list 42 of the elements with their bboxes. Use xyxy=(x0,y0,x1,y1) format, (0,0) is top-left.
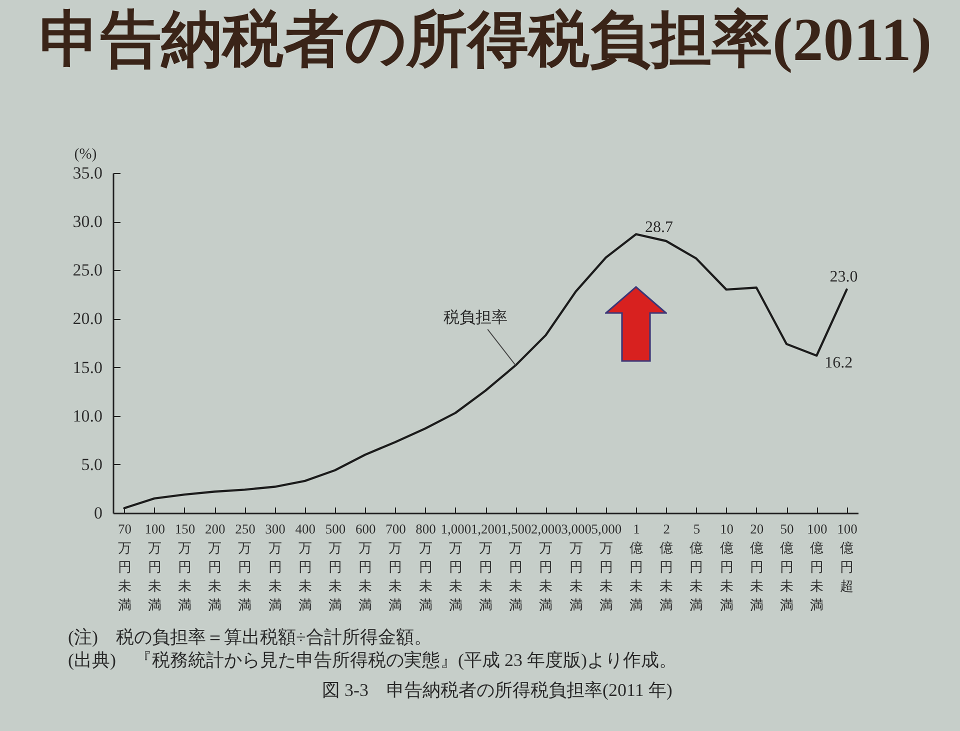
data-label: 16.2 xyxy=(824,354,853,372)
x-tick-label: 1,200万円未満 xyxy=(470,522,502,612)
x-tick-label: 20億円未満 xyxy=(750,522,764,612)
x-tick-label: 2億円未満 xyxy=(660,522,674,612)
x-tick-label: 150万円未満 xyxy=(174,522,196,612)
caption: 図 3-3 申告納税者の所得税負担率(2011 年) xyxy=(322,679,672,701)
text: 税負担率 xyxy=(444,308,508,326)
data-label: 28.7 xyxy=(645,219,674,236)
x-tick-label: 1,000万円未満 xyxy=(440,522,472,612)
x-tick-label: 70万円未満 xyxy=(118,522,132,612)
x-tick-label: 400万円未満 xyxy=(295,522,316,612)
x-tick-label: 600万円未満 xyxy=(355,522,376,612)
y-tick-label: 10.0 xyxy=(72,406,102,426)
y-tick-label: 0 xyxy=(94,504,102,522)
x-tick-label: 500万円未満 xyxy=(325,522,346,612)
y-tick-label: 25.0 xyxy=(72,260,102,280)
x-tick-label: 700万円未満 xyxy=(386,522,406,612)
x-tick-label: 10億円未満 xyxy=(720,522,734,612)
x-tick-label: 100億円未満 xyxy=(806,522,828,612)
x-tick-label: 800万円未満 xyxy=(416,522,436,612)
x-tick-label: 5,000万円未満 xyxy=(591,522,622,612)
text: (注) 税の負担率＝算出税額÷合計所得金額。 xyxy=(68,626,432,648)
x-tick-label: 100億円超 xyxy=(837,522,858,594)
y-tick-label: 35.0 xyxy=(72,164,102,182)
x-tick-label: 5億円未満 xyxy=(690,522,704,612)
text: (出典) 『税務統計から見た申告所得税の実態』(平成 23 年度版)より作成。 xyxy=(68,649,677,671)
y-axis-title: (%) xyxy=(74,146,97,162)
x-tick-label: 3,000万円未満 xyxy=(561,522,592,612)
x-tick-label: 50億円未満 xyxy=(780,522,794,612)
x-tick-label: 200万円未満 xyxy=(204,522,226,612)
x-tick-label: 1,500万円未満 xyxy=(500,522,532,612)
chart-title: 申告納税者の所得税負担率(2011) xyxy=(39,6,932,74)
x-tick-label: 250万円未満 xyxy=(235,522,256,612)
x-tick-label: 2,000万円未満 xyxy=(531,522,562,612)
x-tick-label: 1億円未満 xyxy=(630,522,644,612)
x-tick-label: 300万円未満 xyxy=(265,522,286,612)
data-label: 23.0 xyxy=(830,268,858,286)
y-tick-label: 30.0 xyxy=(72,212,102,232)
y-tick-label: 20.0 xyxy=(72,309,102,328)
y-tick-label: 5.0 xyxy=(81,454,102,474)
y-tick-label: 15.0 xyxy=(72,358,102,377)
x-tick-label: 100万円未満 xyxy=(144,522,166,612)
